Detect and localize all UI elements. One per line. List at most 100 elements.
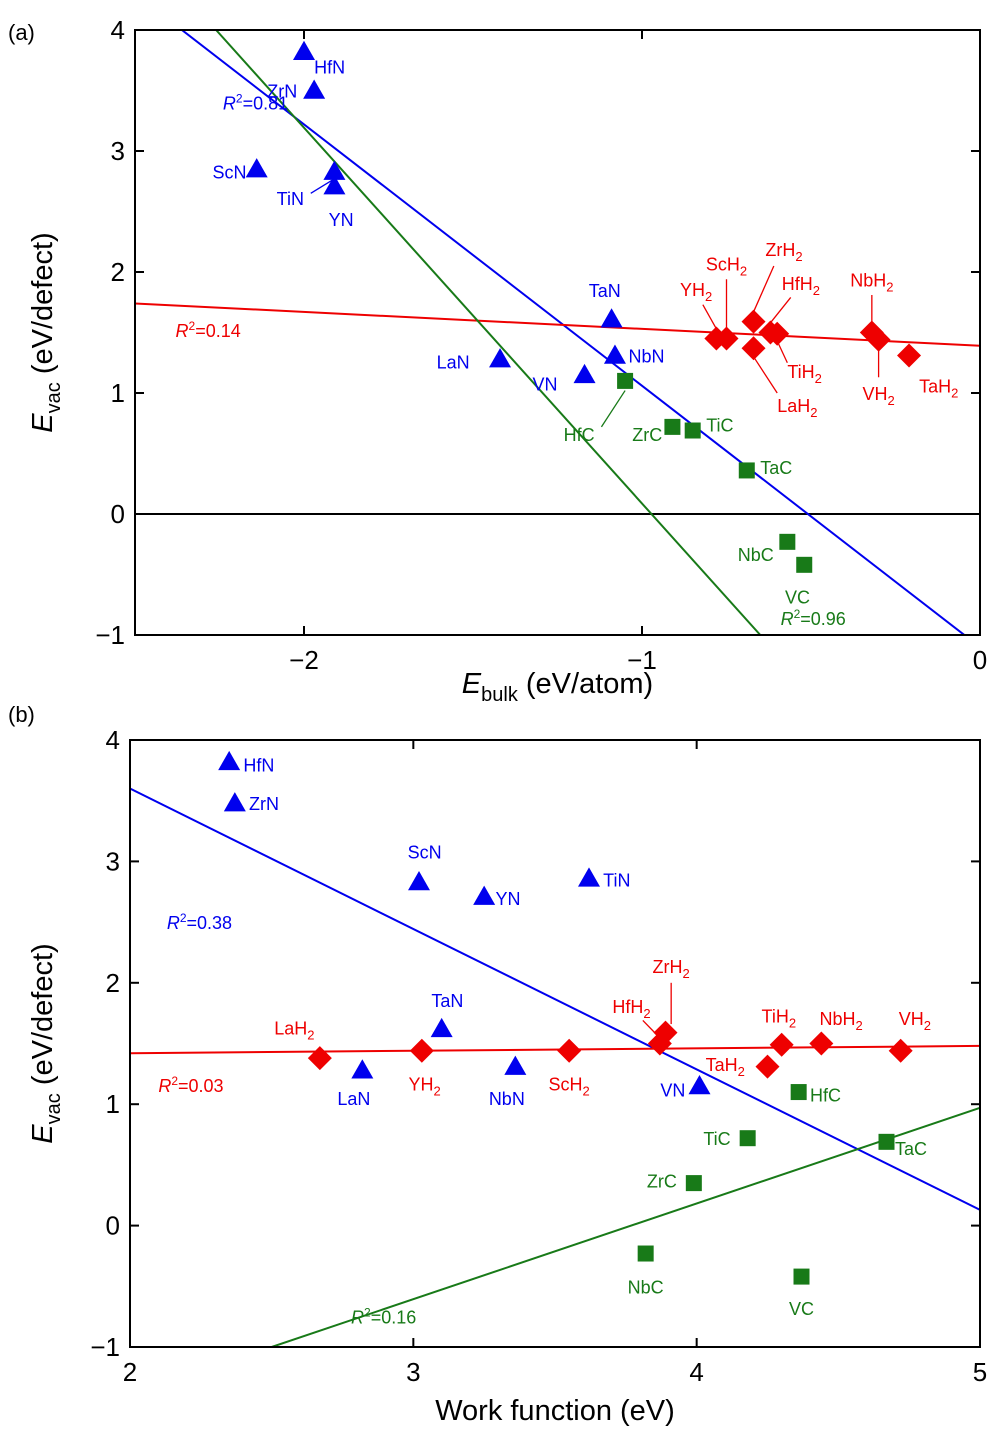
carbide-point xyxy=(684,422,701,439)
y-tick-label: 0 xyxy=(111,499,125,529)
y-tick-label: 0 xyxy=(106,1211,120,1241)
label-text: TaN xyxy=(431,991,463,1011)
label-text: TaN xyxy=(589,281,621,301)
nitride-label: YN xyxy=(496,889,521,909)
y-tick-label: 1 xyxy=(106,1089,120,1119)
label-text: LaN xyxy=(337,1089,370,1109)
label-text: ZrN xyxy=(249,794,279,814)
carbide-label: TiC xyxy=(703,1129,730,1149)
carbide-point xyxy=(739,1130,756,1147)
label-subscript: 2 xyxy=(924,1018,931,1033)
label-text: TaC xyxy=(895,1139,927,1159)
nitride-point xyxy=(473,885,496,905)
hydride-label: TiH2 xyxy=(762,1007,797,1031)
carbide-point xyxy=(664,418,681,435)
hydride-point xyxy=(741,309,766,334)
r2-equals: = xyxy=(187,913,198,933)
y-axis-label-unit: (eV/defect) xyxy=(27,943,59,1093)
nitride-label: NbN xyxy=(628,346,664,366)
hydride-label: TaH2 xyxy=(706,1055,745,1079)
carbide-label: TiC xyxy=(706,415,733,435)
leader-line xyxy=(776,340,788,364)
x-tick-label: 2 xyxy=(123,1357,137,1387)
nitride-point xyxy=(603,344,626,364)
nitride-label: YN xyxy=(329,210,354,230)
r2-value: 0.03 xyxy=(189,1076,224,1096)
label-subscript: 2 xyxy=(583,1084,590,1099)
hydride-point xyxy=(653,1020,678,1045)
x-axis-label-unit: (eV/atom) xyxy=(518,668,653,700)
y-axis-label-sub: vac xyxy=(43,1093,65,1124)
plot-frame xyxy=(134,29,981,636)
carbide-point xyxy=(617,372,634,389)
carbide-fit-line xyxy=(215,30,762,635)
nitride-label: TaN xyxy=(589,281,621,301)
y-tick-label: 4 xyxy=(106,725,120,755)
y-tick-label: 3 xyxy=(106,846,120,876)
nitride-r2-label: R2=0.38 xyxy=(167,911,232,933)
label-subscript: 2 xyxy=(307,1028,314,1043)
nitride-point xyxy=(293,40,315,61)
label-text: ZrH xyxy=(765,240,795,260)
label-subscript: 2 xyxy=(886,279,893,294)
label-text: NbH xyxy=(820,1009,856,1029)
label-subscript: 2 xyxy=(813,283,820,298)
y-tick-label: −1 xyxy=(95,620,125,650)
r2-symbol: R xyxy=(223,94,236,114)
y-tick-label: 4 xyxy=(111,15,125,45)
label-subscript: 2 xyxy=(815,371,822,386)
nitride-r2-label: R2=0.81 xyxy=(223,92,288,114)
hydride-point xyxy=(809,1031,834,1056)
label-subscript: 2 xyxy=(856,1018,863,1033)
carbide-point xyxy=(793,1268,810,1285)
x-tick-label: 3 xyxy=(406,1357,420,1387)
x-tick-label: 4 xyxy=(689,1357,703,1387)
nitride-label: VN xyxy=(532,374,557,394)
hydride-label: ZrH2 xyxy=(653,957,690,981)
hydride-point xyxy=(557,1038,582,1063)
hydride-label: HfH2 xyxy=(612,997,650,1021)
r2-value: 0.16 xyxy=(381,1308,416,1328)
label-text: ZrC xyxy=(647,1172,677,1192)
nitride-point xyxy=(303,79,326,99)
nitride-point xyxy=(489,348,512,368)
carbide-label: ZrC xyxy=(647,1172,677,1192)
label-text: TiC xyxy=(706,415,733,435)
carbide-label: HfC xyxy=(810,1085,841,1105)
x-tick-label: −2 xyxy=(289,645,319,675)
y-axis-label: Evac (eV/defect) xyxy=(27,943,65,1143)
label-subscript: 2 xyxy=(643,1006,650,1021)
y-tick-label: 2 xyxy=(106,968,120,998)
nitride-point xyxy=(223,792,246,812)
label-subscript: 2 xyxy=(887,393,894,408)
r2-exponent: 2 xyxy=(189,319,196,333)
nitride-label: HfN xyxy=(314,57,345,77)
x-axis-label: Ebulk (eV/atom) xyxy=(462,668,653,706)
carbide-label: VC xyxy=(785,587,810,607)
label-subscript: 2 xyxy=(434,1084,441,1099)
label-subscript: 2 xyxy=(810,405,817,420)
label-text: HfC xyxy=(564,425,595,445)
r2-exponent: 2 xyxy=(171,1074,178,1088)
label-subscript: 2 xyxy=(951,386,958,401)
leader-line xyxy=(769,297,792,324)
x-axis-label-sub: bulk xyxy=(481,684,519,706)
r2-symbol: R xyxy=(176,321,189,341)
label-text: YH xyxy=(680,280,705,300)
y-axis-label-main: E xyxy=(27,413,59,433)
carbide-point xyxy=(738,462,755,479)
hydride-point xyxy=(765,321,790,346)
nitride-point xyxy=(245,158,268,178)
r2-exponent: 2 xyxy=(364,1306,371,1320)
x-axis-label-main: E xyxy=(462,668,482,700)
nitride-label: HfN xyxy=(243,755,274,775)
nitride-point xyxy=(323,175,346,195)
label-text: ZrH xyxy=(653,957,683,977)
panel-b-tag: (b) xyxy=(8,702,35,727)
y-axis-label-unit: (eV/defect) xyxy=(27,232,59,382)
carbide-point xyxy=(878,1133,895,1150)
label-text: HfH xyxy=(612,997,643,1017)
label-text: ScN xyxy=(213,163,247,183)
leader-line xyxy=(310,178,335,194)
label-text: TiC xyxy=(703,1129,730,1149)
